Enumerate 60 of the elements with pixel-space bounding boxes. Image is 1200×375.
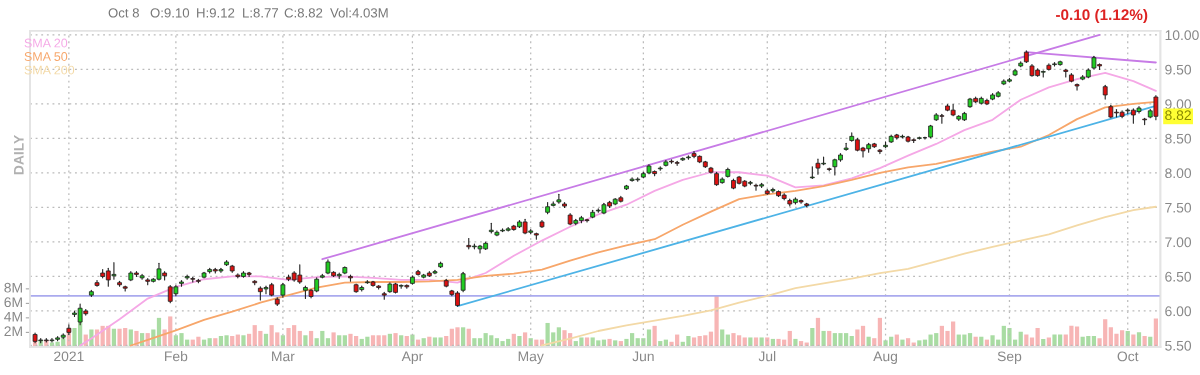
x-tick-label: Apr (401, 351, 424, 364)
x-tick-label: Jun (632, 351, 654, 362)
y-tick-label: 7.00 (1165, 237, 1192, 248)
bar (393, 333, 398, 347)
text: Oct 8 (108, 8, 139, 18)
candlestick (556, 193, 562, 204)
bar (410, 334, 415, 347)
y-tick-label: 6.00 (1165, 306, 1192, 317)
x-tick-label: Feb (165, 351, 188, 362)
text: SMA 50 (24, 52, 68, 61)
bar (1136, 332, 1142, 347)
x-tick-label: 2021 (54, 351, 84, 362)
bar (331, 332, 336, 347)
bar (815, 317, 821, 347)
candlestick (94, 280, 100, 287)
bar (720, 329, 725, 347)
y-tick-label: 8.50 (1165, 133, 1192, 144)
y2-tick-label: 4M (4, 311, 22, 322)
candlestick (843, 142, 849, 151)
text: Vol:4.03M (330, 7, 388, 18)
x-tick-label: Mar (272, 351, 295, 362)
y2-tick-label: 6M (4, 297, 22, 308)
bar (522, 332, 528, 347)
bar (241, 335, 246, 347)
bar (1153, 318, 1159, 347)
text: SMA 200 (24, 65, 75, 75)
y2-tick-label: 2M (4, 326, 22, 336)
candlestick (460, 271, 466, 293)
y-tick-label: 5.50 (1165, 340, 1192, 351)
bar (303, 335, 308, 347)
y-tick-label: 6.50 (1165, 271, 1192, 282)
y-tick-label: 9.00 (1165, 99, 1192, 110)
bar (900, 339, 905, 347)
line-series (541, 205, 1157, 347)
y-tick-label: 9.50 (1165, 64, 1192, 75)
text: DAILY (14, 135, 24, 175)
y-tick-label: 8.00 (1165, 168, 1192, 179)
bar (877, 317, 883, 347)
text: -0.10 (1.12%) (1056, 8, 1148, 24)
bar (821, 330, 826, 347)
text: SMA 20 (24, 38, 68, 48)
x-tick-label: Oct (1117, 351, 1139, 362)
text: L:8.77 (243, 8, 279, 18)
y2-tick-label: 8M (4, 282, 22, 293)
candlestick (877, 148, 883, 155)
bar (607, 338, 612, 347)
text: H:9.12 (197, 8, 235, 18)
y-tick-label: 10.00 (1165, 30, 1199, 41)
x-tick-label: Sep (997, 351, 1022, 364)
bar (646, 329, 652, 347)
y-tick-label: 7.50 (1165, 202, 1192, 213)
x-tick-label: Aug (873, 351, 898, 364)
x-tick-label: Jul (758, 351, 776, 362)
text: C:8.82 (284, 8, 323, 18)
candlestick (1074, 83, 1080, 91)
bar (793, 338, 798, 347)
annotation: 8.82 (1165, 110, 1191, 121)
bar (517, 336, 522, 347)
text: O:9.10 (150, 8, 190, 18)
x-tick-label: May (518, 351, 544, 364)
